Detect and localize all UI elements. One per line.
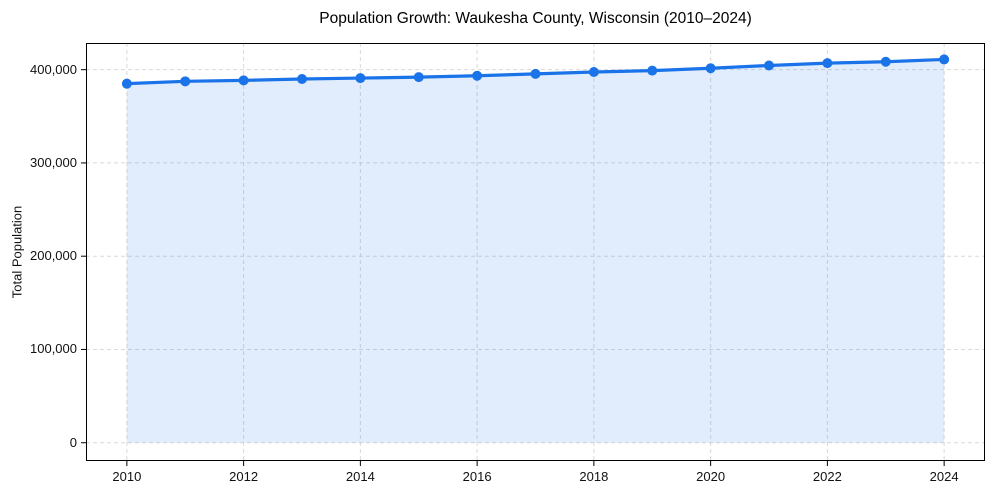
data-point [764, 60, 775, 71]
data-point [588, 67, 599, 78]
data-point [880, 56, 891, 67]
plot-area [81, 43, 985, 466]
plot-border [86, 43, 985, 461]
y-axis-tick-label: 200,000 [30, 248, 77, 264]
data-point [355, 73, 366, 84]
tick-marks [81, 69, 945, 466]
x-axis-tick-label: 2018 [579, 469, 609, 484]
data-point [705, 63, 716, 74]
x-axis-tick-label: 2010 [112, 469, 142, 484]
data-point [647, 65, 658, 76]
chart-canvas [81, 43, 985, 466]
data-point [238, 75, 249, 86]
x-axis-tick-label: 2024 [929, 469, 959, 484]
data-point-markers [121, 54, 950, 89]
x-axis-tick-label: 2016 [462, 469, 492, 484]
x-axis-tick-label: 2022 [812, 469, 842, 484]
data-point [121, 78, 132, 89]
y-axis-tick-label: 100,000 [30, 341, 77, 357]
data-point [296, 73, 307, 84]
x-axis-tick-label: 2020 [696, 469, 726, 484]
data-point [822, 58, 833, 69]
chart-title: Population Growth: Waukesha County, Wisc… [319, 10, 752, 27]
y-axis-tick-label: 300,000 [30, 154, 77, 170]
data-point [939, 54, 950, 65]
y-axis-tick-label: 0 [69, 434, 77, 450]
data-point [530, 68, 541, 79]
data-point [180, 76, 191, 87]
data-point [472, 70, 483, 81]
x-axis-tick-label: 2012 [229, 469, 259, 484]
area-fill [126, 59, 945, 443]
y-axis-tick-label: 400,000 [30, 61, 77, 77]
x-axis-tick-label: 2014 [345, 469, 375, 484]
data-point [413, 72, 424, 83]
